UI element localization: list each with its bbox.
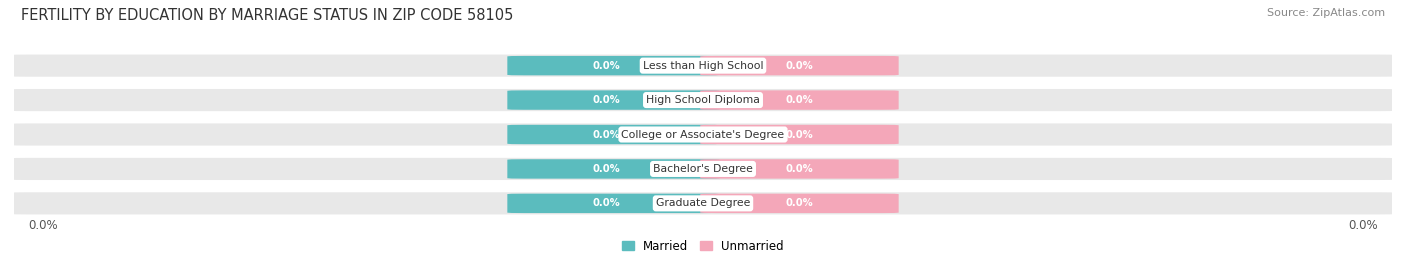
Text: FERTILITY BY EDUCATION BY MARRIAGE STATUS IN ZIP CODE 58105: FERTILITY BY EDUCATION BY MARRIAGE STATU… <box>21 8 513 23</box>
Text: 0.0%: 0.0% <box>786 198 813 208</box>
FancyBboxPatch shape <box>700 159 898 179</box>
Text: Less than High School: Less than High School <box>643 61 763 71</box>
Text: College or Associate's Degree: College or Associate's Degree <box>621 129 785 140</box>
FancyBboxPatch shape <box>11 123 1395 146</box>
FancyBboxPatch shape <box>700 194 898 213</box>
Text: 0.0%: 0.0% <box>593 164 620 174</box>
FancyBboxPatch shape <box>11 158 1395 180</box>
Text: 0.0%: 0.0% <box>786 164 813 174</box>
Text: Bachelor's Degree: Bachelor's Degree <box>652 164 754 174</box>
FancyBboxPatch shape <box>700 56 898 75</box>
Text: High School Diploma: High School Diploma <box>647 95 759 105</box>
Text: 0.0%: 0.0% <box>593 95 620 105</box>
Text: Graduate Degree: Graduate Degree <box>655 198 751 208</box>
FancyBboxPatch shape <box>700 125 898 144</box>
Text: 0.0%: 0.0% <box>1348 219 1378 232</box>
FancyBboxPatch shape <box>11 89 1395 111</box>
FancyBboxPatch shape <box>508 56 720 75</box>
FancyBboxPatch shape <box>508 125 720 144</box>
Legend: Married, Unmarried: Married, Unmarried <box>621 240 785 253</box>
Text: 0.0%: 0.0% <box>593 129 620 140</box>
Text: 0.0%: 0.0% <box>593 198 620 208</box>
Text: 0.0%: 0.0% <box>593 61 620 71</box>
Text: Source: ZipAtlas.com: Source: ZipAtlas.com <box>1267 8 1385 18</box>
Text: 0.0%: 0.0% <box>786 61 813 71</box>
FancyBboxPatch shape <box>508 159 720 179</box>
FancyBboxPatch shape <box>700 90 898 110</box>
FancyBboxPatch shape <box>508 90 720 110</box>
FancyBboxPatch shape <box>11 55 1395 77</box>
FancyBboxPatch shape <box>11 192 1395 214</box>
Text: 0.0%: 0.0% <box>786 129 813 140</box>
Text: 0.0%: 0.0% <box>28 219 58 232</box>
Text: 0.0%: 0.0% <box>786 95 813 105</box>
FancyBboxPatch shape <box>508 194 720 213</box>
